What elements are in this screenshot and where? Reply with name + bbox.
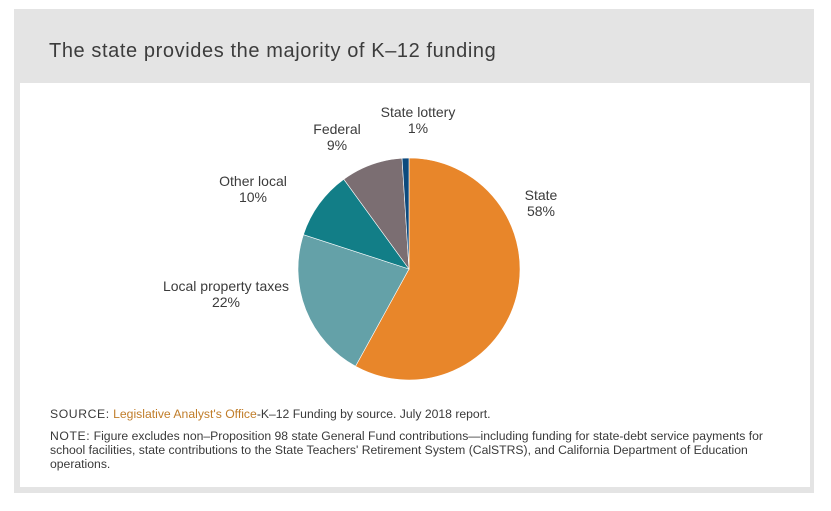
pie-slice-local-property-taxes [297,234,410,367]
chart-title: The state provides the majority of K–12 … [49,40,497,62]
source-line: Source: Legislative Analyst's Office-K–1… [50,407,790,421]
source-text: -K–12 Funding by source. July 2018 repor… [256,407,491,421]
pie-slice-state [355,157,521,381]
slice-value-local-property-taxes: 22% [212,294,240,310]
note-prefix: Note: [50,429,91,443]
slice-value-state-lottery: 1% [408,120,428,136]
source-prefix: Source: [50,407,110,421]
slice-value-state: 58% [527,203,555,219]
source-link[interactable]: Legislative Analyst's Office [113,407,257,421]
slice-label-federal: Federal [313,121,360,137]
footnotes: Source: Legislative Analyst's Office-K–1… [50,407,790,471]
slice-label-local-property-taxes: Local property taxes [163,278,289,294]
slice-label-state-lottery: State lottery [381,104,456,120]
pie-slice-state-lottery [401,157,410,270]
slice-label-other-local: Other local [219,173,287,189]
card-header: The state provides the majority of K–12 … [14,9,814,83]
card-body: State 58% Local property taxes 22% Other loc… [20,83,810,487]
note-line: Note: Figure excludes non–Proposition 98… [50,429,790,471]
slice-value-federal: 9% [327,137,347,153]
note-text: Figure excludes non–Proposition 98 state… [50,429,763,471]
slice-label-state: State [525,187,558,203]
chart-card: The state provides the majority of K–12 … [14,9,814,493]
slice-value-other-local: 10% [239,189,267,205]
